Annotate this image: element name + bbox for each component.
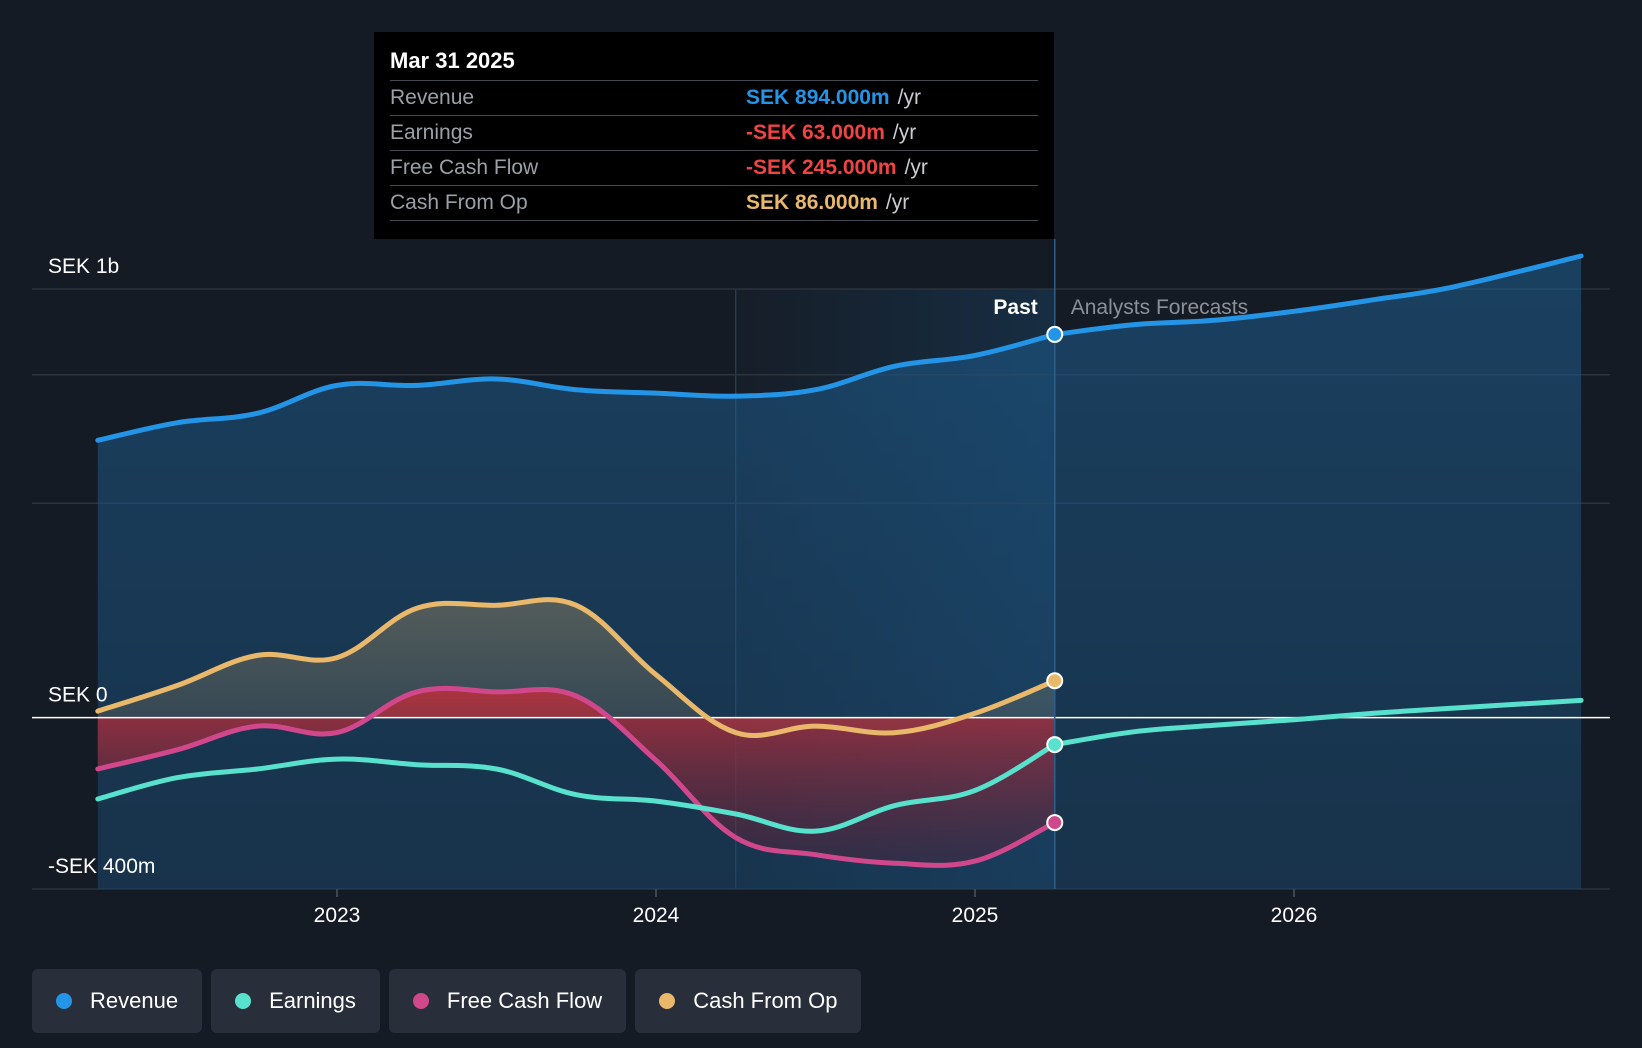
- legend: Revenue Earnings Free Cash Flow Cash Fro…: [32, 969, 870, 1033]
- tooltip-label: Revenue: [390, 86, 475, 109]
- tooltip-value: SEK 894.000m: [746, 86, 890, 109]
- tooltip-unit: /yr: [892, 121, 917, 144]
- y-tick-label: -SEK 400m: [48, 855, 155, 878]
- x-tick-label: 2026: [1271, 904, 1318, 927]
- revenue-dot-icon: [56, 993, 72, 1009]
- legend-label: Earnings: [269, 988, 356, 1013]
- x-tick-label: 2024: [633, 904, 680, 927]
- legend-label: Free Cash Flow: [446, 988, 603, 1013]
- tooltip-date: Mar 31 2025: [390, 48, 515, 73]
- forecast-label: Analysts Forecasts: [1071, 296, 1248, 319]
- cfo-marker: [1046, 672, 1064, 690]
- past-label: Past: [993, 296, 1037, 319]
- revenue-area: [97, 256, 1582, 889]
- revenue-forecast-line: [1052, 253, 1584, 337]
- free-cash-flow-dot-icon: [412, 993, 429, 1009]
- legend-label: Revenue: [90, 988, 179, 1013]
- earnings-dot-icon: [235, 993, 252, 1009]
- earnings-line: [95, 742, 1058, 834]
- tooltip-label: Free Cash Flow: [390, 156, 539, 179]
- cfo-line: [95, 597, 1058, 738]
- cash-from-op-dot-icon: [659, 993, 676, 1009]
- tooltip-value: -SEK 63.000m: [746, 121, 885, 144]
- revenue-marker: [1046, 325, 1064, 343]
- tooltip: Mar 31 2025 Revenue SEK 894.000m /yr Ear…: [374, 32, 1054, 239]
- tooltip-row-cash-from-op: Cash From Op SEK 86.000m /yr: [390, 185, 1038, 221]
- tooltip-row-free-cash-flow: Free Cash Flow -SEK 245.000m /yr: [390, 150, 1038, 185]
- y-tick-label: SEK 1b: [48, 255, 119, 278]
- fcf-line: [95, 685, 1058, 868]
- negative-area: [97, 688, 1055, 866]
- legend-item-earnings[interactable]: Earnings: [211, 969, 380, 1033]
- earnings-marker: [1046, 736, 1064, 754]
- legend-item-revenue[interactable]: Revenue: [32, 969, 203, 1033]
- tooltip-unit: /yr: [904, 156, 928, 179]
- legend-label: Cash From Op: [693, 988, 838, 1013]
- tooltip-label: Cash From Op: [390, 191, 528, 214]
- tooltip-unit: /yr: [885, 191, 910, 214]
- legend-item-free-cash-flow[interactable]: Free Cash Flow: [388, 969, 627, 1033]
- x-tick-label: 2025: [952, 904, 999, 927]
- tooltip-row-earnings: Earnings -SEK 63.000m /yr: [390, 115, 1038, 150]
- y-tick-label: SEK 0: [48, 684, 108, 707]
- tooltip-value: -SEK 245.000m: [746, 156, 897, 179]
- fcf-marker: [1046, 814, 1064, 832]
- tooltip-value: SEK 86.000m: [746, 191, 878, 214]
- cash-from-op-area: [97, 599, 1055, 736]
- tooltip-label: Earnings: [390, 121, 473, 144]
- revenue-line: [95, 331, 1058, 443]
- legend-item-cash-from-op[interactable]: Cash From Op: [635, 969, 862, 1033]
- x-tick-label: 2023: [314, 904, 361, 927]
- tooltip-row-revenue: Revenue SEK 894.000m /yr: [390, 80, 1038, 115]
- tooltip-unit: /yr: [897, 86, 921, 109]
- earnings-forecast-line: [1052, 697, 1584, 748]
